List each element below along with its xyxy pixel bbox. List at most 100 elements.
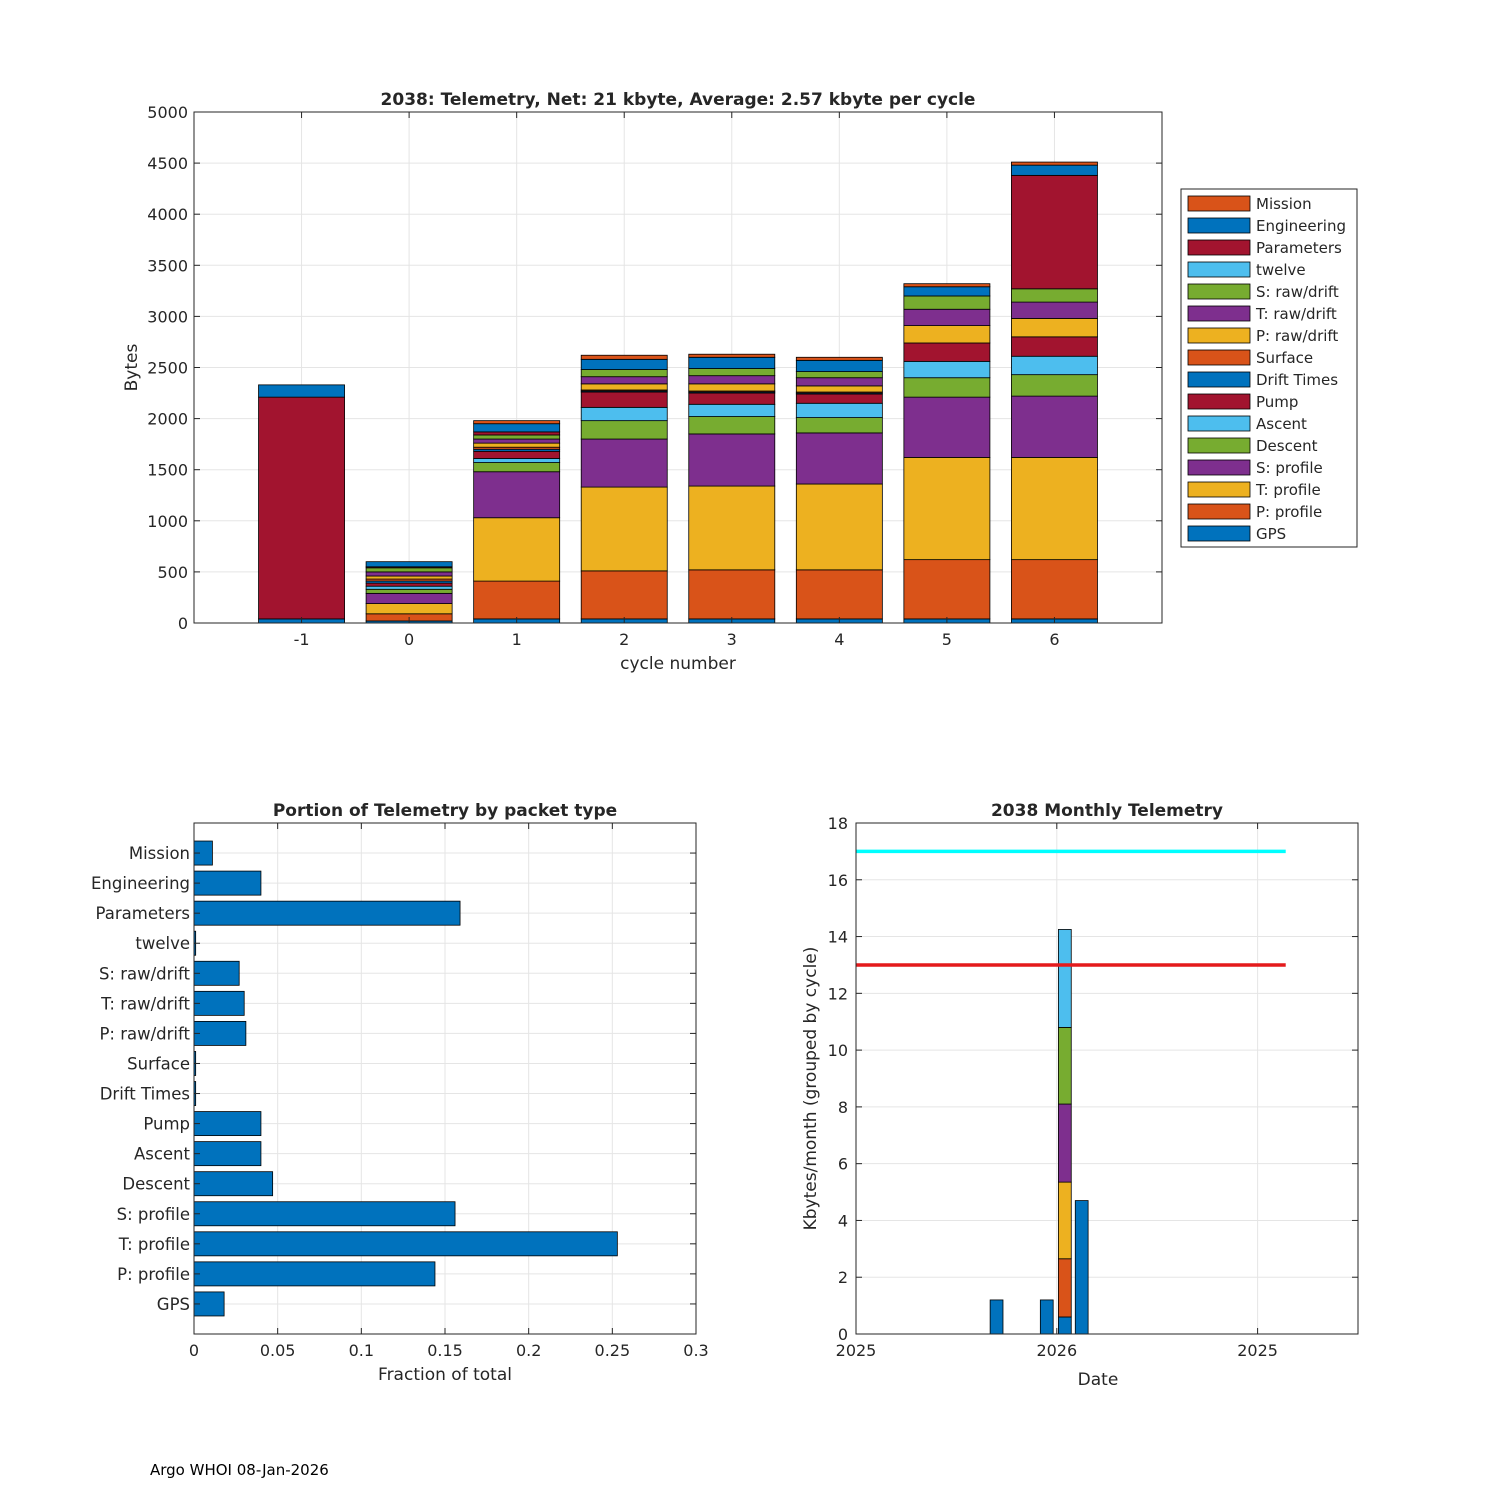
chart1-ytick-label: 2500 bbox=[147, 359, 188, 378]
chart1-bar-segment bbox=[688, 356, 776, 369]
chart1-bar-segment bbox=[688, 383, 776, 392]
chart1-legend-label: Mission bbox=[1256, 195, 1312, 213]
chart2-bar bbox=[193, 1171, 274, 1197]
chart1-bar-segment bbox=[1011, 288, 1098, 303]
chart1-bar-segment bbox=[258, 384, 345, 398]
chart1-bar-segment bbox=[1011, 336, 1098, 357]
chart1-ytick-label: 2000 bbox=[147, 410, 188, 429]
chart2-ytick-label: GPS bbox=[157, 1295, 190, 1314]
chart1-bar-segment bbox=[473, 438, 561, 444]
chart3-bar-segment bbox=[989, 1299, 1004, 1335]
chart2-ytick-label: T: raw/drift bbox=[100, 994, 190, 1013]
chart1-bar-segment bbox=[903, 457, 991, 561]
chart1-bar-segment bbox=[1011, 164, 1098, 176]
chart1-bar-segment bbox=[365, 585, 453, 590]
chart1-bar-segment bbox=[1011, 161, 1098, 166]
chart1-ytick-label: 3500 bbox=[147, 256, 188, 275]
chart1-bar-segment bbox=[795, 377, 883, 387]
chart1-bar-segment bbox=[365, 588, 453, 594]
chart3-bar-segment bbox=[1058, 1181, 1072, 1260]
chart1-bar-segment bbox=[1011, 457, 1098, 561]
chart1-bar-segment bbox=[580, 376, 668, 385]
chart1-bar-segment bbox=[903, 286, 991, 297]
chart2-ytick-label: Engineering bbox=[91, 874, 190, 893]
chart1-bar-segment bbox=[688, 392, 776, 405]
chart1-ytick-label: 4000 bbox=[147, 205, 188, 224]
chart1-bar-segment bbox=[365, 575, 453, 580]
chart2-bar bbox=[193, 960, 240, 986]
chart2-bar bbox=[193, 990, 245, 1016]
chart1-legend-label: Pump bbox=[1256, 393, 1298, 411]
chart1-xtick-label: 3 bbox=[727, 630, 737, 649]
chart1-bar-segment bbox=[795, 385, 883, 393]
chart3-xtick-label: 2025 bbox=[836, 1341, 877, 1360]
chart1-bar-segment bbox=[1011, 374, 1098, 397]
chart1-bar-segment bbox=[365, 592, 453, 604]
chart1-ytick-label: 0 bbox=[178, 614, 188, 633]
chart1-bar-segment bbox=[580, 420, 668, 440]
chart1-bar-segment bbox=[473, 471, 561, 519]
chart1-legend-label: Ascent bbox=[1256, 415, 1307, 433]
chart1-bar-segment bbox=[903, 396, 991, 458]
chart1-bar-segment bbox=[580, 358, 668, 370]
chart1-bar-segment bbox=[903, 559, 991, 620]
chart1-legend-swatch bbox=[1187, 217, 1251, 234]
chart3-xlabel: Date bbox=[1078, 1370, 1119, 1390]
chart1-bar-segment bbox=[473, 450, 561, 459]
chart1-bar-segment bbox=[1011, 301, 1098, 319]
chart3-ytick-label: 4 bbox=[838, 1211, 848, 1230]
chart3-bar-segment bbox=[1074, 1200, 1089, 1335]
chart2-ytick-label: Drift Times bbox=[100, 1085, 190, 1104]
chart2-xtick-label: 0.1 bbox=[349, 1341, 374, 1360]
chart1-bar-segment bbox=[365, 567, 453, 573]
chart1-ytick-label: 4500 bbox=[147, 154, 188, 173]
chart1-bar-segment bbox=[903, 377, 991, 398]
chart2-ytick-label: T: profile bbox=[118, 1235, 190, 1254]
chart3-ytick-label: 10 bbox=[828, 1041, 848, 1060]
chart1-legend-label: Parameters bbox=[1256, 239, 1342, 257]
chart1-legend-label: Engineering bbox=[1256, 217, 1346, 235]
chart2-bar bbox=[193, 1111, 262, 1137]
chart1-xtick-label: 1 bbox=[512, 630, 522, 649]
chart1-bar-segment bbox=[1011, 318, 1098, 338]
chart1-bar-segment bbox=[688, 569, 776, 620]
chart1-legend-label: P: raw/drift bbox=[1256, 327, 1338, 345]
chart1-bar-segment bbox=[473, 517, 561, 582]
chart3-xtick-label: 2025 bbox=[1237, 1341, 1278, 1360]
chart1-bar-segment bbox=[365, 603, 453, 615]
chart1-legend-label: T: raw/drift bbox=[1255, 305, 1337, 323]
chart1-ytick-label: 1500 bbox=[147, 461, 188, 480]
chart1-bar-segment bbox=[365, 561, 453, 568]
chart2-bar bbox=[193, 870, 262, 896]
chart2-bar bbox=[193, 1201, 456, 1227]
chart1-legend-label: S: raw/drift bbox=[1256, 283, 1339, 301]
chart2-bar bbox=[193, 1141, 262, 1167]
chart3-ytick-label: 18 bbox=[828, 814, 848, 833]
chart3-ytick-label: 0 bbox=[838, 1325, 848, 1344]
chart1-xtick-label: 4 bbox=[834, 630, 844, 649]
chart1-bar-segment bbox=[580, 391, 668, 408]
chart3-bar-segment bbox=[1058, 1027, 1072, 1105]
chart1-bar-segment bbox=[473, 580, 561, 620]
chart1-bar-segment bbox=[473, 442, 561, 448]
chart1-bar-segment bbox=[903, 295, 991, 310]
chart1-legend-label: Descent bbox=[1256, 437, 1318, 455]
chart3-ytick-label: 14 bbox=[828, 928, 848, 947]
chart3-title: 2038 Monthly Telemetry bbox=[991, 801, 1223, 821]
chart2-bar bbox=[193, 900, 461, 926]
chart1-ylabel: Bytes bbox=[122, 344, 142, 392]
chart2-xtick-label: 0.05 bbox=[260, 1341, 296, 1360]
chart2-xtick-label: 0.3 bbox=[683, 1341, 708, 1360]
chart3-bar-segment bbox=[1058, 929, 1072, 1028]
chart1-bar-segment bbox=[580, 369, 668, 378]
chart1-bar-segment bbox=[903, 283, 991, 288]
chart1-bar-segment bbox=[903, 360, 991, 379]
chart1-bar-segment bbox=[473, 458, 561, 463]
chart2-ytick-label: twelve bbox=[135, 934, 190, 953]
chart1-bar-segment bbox=[580, 354, 668, 360]
chart1-bar-segment bbox=[365, 571, 453, 577]
chart1-legend-label: GPS bbox=[1256, 525, 1286, 543]
chart1-bar-segment bbox=[1011, 395, 1098, 458]
chart1-legend-swatch bbox=[1187, 393, 1251, 410]
chart3-axes-box bbox=[855, 822, 1359, 1335]
